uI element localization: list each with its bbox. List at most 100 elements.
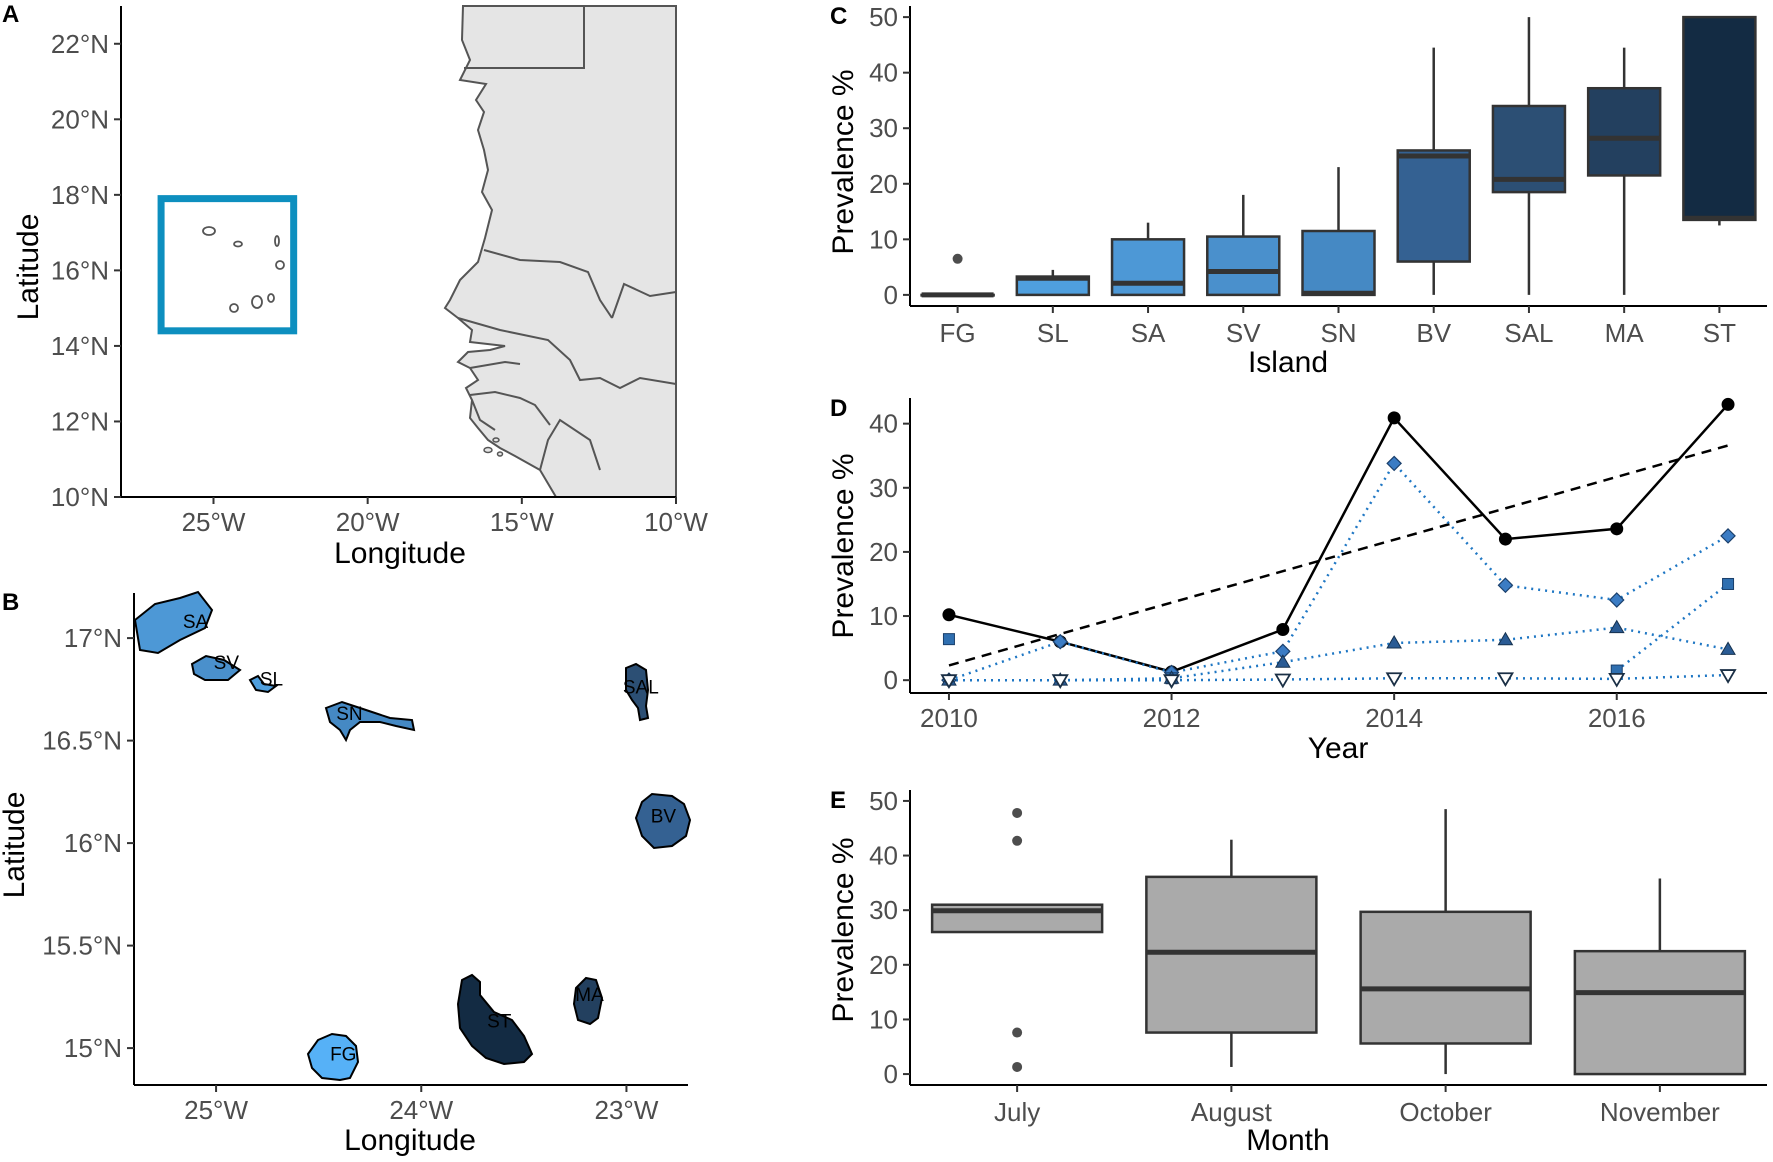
panel-c-x-tick-label: FG: [940, 318, 976, 348]
island-label-ma: MA: [575, 985, 604, 1006]
panel-c-box: [1206, 235, 1281, 297]
panel-a-map: A 10°N 12°N 14°N 16°N 18°N 20°N: [2, 1, 708, 570]
panel-d-overall-point: [1387, 411, 1401, 425]
panel-d-overall-point: [1276, 623, 1290, 637]
island-label-fg: FG: [330, 1044, 356, 1065]
panel-c-y-title: Prevalence %: [827, 69, 860, 254]
panel-d-y-tick-label: 30: [869, 473, 898, 503]
panel-c-y-tick-label: 50: [869, 2, 898, 32]
panel-d-x-tick-label: 2016: [1588, 703, 1646, 733]
panel-d-triangle-down-point: [1051, 674, 1069, 689]
panel-c-box: [1396, 149, 1471, 263]
island-label-bv: BV: [651, 807, 677, 828]
panel-a-x-tick-label: 10°W: [644, 507, 708, 537]
island-sa: [133, 590, 214, 655]
panel-c-y-tick-label: 40: [869, 58, 898, 88]
panel-c-y-tick-label: 10: [869, 224, 898, 254]
panel-c-x-tick-label: SAL: [1504, 318, 1553, 348]
panel-a-axes: 10°N 12°N 14°N 16°N 18°N 20°N 22°N 25°W 20°W 15°W…: [51, 6, 708, 537]
panel-e-y-tick-label: 0: [884, 1059, 898, 1089]
panel-d-triangle-down-point: [1162, 674, 1181, 689]
island-bv: [634, 792, 692, 850]
panel-label-e: E: [830, 787, 846, 814]
panel-b-axes: 15°N 15.5°N 16°N 16.5°N 17°N 25°W 24°W 23°W: [42, 593, 688, 1125]
panel-d-x-title: Year: [1308, 732, 1369, 765]
panel-c-x-tick-label: ST: [1703, 318, 1736, 348]
panel-b-x-tick-label: 23°W: [595, 1095, 659, 1125]
panel-c-x-tick-label: SN: [1320, 318, 1356, 348]
cape-verde-highlight-box: [157, 195, 298, 335]
panel-d-diamond-point: [1386, 455, 1402, 472]
panel-label-a: A: [2, 1, 19, 28]
panel-e-x-tick-label: October: [1399, 1097, 1492, 1127]
island-label-sl: SL: [260, 669, 283, 690]
panel-label-c: C: [830, 3, 847, 30]
panel-e-y-tick-label: 30: [869, 895, 898, 925]
panel-e-y-tick-label: 40: [869, 841, 898, 871]
panel-d-diamond-point: [1497, 577, 1514, 594]
panel-d-triangle-down-point: [1274, 673, 1292, 689]
panel-e-month-boxplot: E 0 10 20 30 40 50 July August October November M…: [827, 786, 1767, 1157]
panel-d-diamond-point: [1608, 592, 1625, 608]
panel-e-x-tick-label: July: [994, 1097, 1040, 1127]
panel-c-box: [1110, 238, 1186, 297]
panel-b-y-tick-label: 15°N: [64, 1033, 122, 1063]
panel-e-y-tick-label: 20: [869, 950, 898, 980]
panel-c-x-tick-label: SV: [1226, 318, 1261, 348]
panel-d-series-triangle-line: [949, 626, 1729, 682]
panel-b-y-title: Latitude: [0, 792, 31, 899]
panel-c-box: [1301, 229, 1376, 297]
panel-c-x-tick-label: SL: [1037, 318, 1069, 348]
island-sl: [248, 674, 279, 694]
panel-e-outlier: [1012, 1061, 1023, 1072]
islands: [133, 590, 692, 1082]
panel-a-y-title: Latitude: [12, 214, 45, 321]
island-label-st: ST: [487, 1012, 512, 1033]
island-sv: [190, 654, 242, 681]
panel-c-x-tick-label: BV: [1416, 318, 1451, 348]
panel-d-overall-point: [942, 608, 956, 622]
panel-c-y-tick-label: 30: [869, 113, 898, 143]
bijagos-island: [496, 451, 504, 457]
panel-d-triangle-point: [1386, 634, 1403, 649]
panel-a-y-tick-label: 18°N: [51, 180, 109, 210]
panel-c-outlier: [952, 253, 963, 264]
panel-d-triangle-down-point: [1608, 672, 1626, 688]
island-label-sa: SA: [183, 612, 209, 633]
panel-d-y-tick-label: 0: [884, 665, 898, 695]
panel-d-plot: 0 10 20 30 40 2010 2012 2014 2016: [869, 397, 1767, 733]
panel-d-x-tick-label: 2010: [920, 703, 978, 733]
panel-e-outlier: [1012, 807, 1023, 818]
cape-verde-islands-small: [202, 226, 285, 313]
panel-d-y-tick-label: 10: [869, 601, 898, 631]
panel-e-outlier: [1012, 1027, 1023, 1038]
panel-c-box: [1586, 86, 1662, 177]
panel-e-x-title: Month: [1246, 1124, 1329, 1157]
panel-b-x-title: Longitude: [344, 1124, 476, 1157]
panel-e-plot: 0 10 20 30 40 50 July August October November: [869, 786, 1767, 1127]
panel-a-y-tick-label: 22°N: [51, 29, 109, 59]
panel-a-y-tick-label: 16°N: [51, 255, 109, 285]
panel-a-y-tick-label: 12°N: [51, 406, 109, 436]
panel-e-y-tick-label: 10: [869, 1004, 898, 1034]
island-sal: [625, 662, 650, 722]
bijagos-island: [483, 446, 493, 454]
panel-a-y-tick-label: 20°N: [51, 104, 109, 134]
panel-label-b: B: [2, 589, 19, 616]
panel-d-triangle-point: [1274, 654, 1291, 668]
panel-a-x-tick-label: 20°W: [336, 507, 400, 537]
island-st: [456, 973, 534, 1066]
panel-e-box: [1359, 910, 1532, 1045]
panel-d-square-point: [942, 633, 955, 646]
panel-d-series-diamond-line: [948, 461, 1729, 682]
panel-d-x-tick-label: 2012: [1143, 703, 1201, 733]
panel-a-y-tick-label: 14°N: [51, 331, 109, 361]
island-label-sn: SN: [336, 704, 362, 725]
panel-c-plot: 0 10 20 30 40 50 FG SL SA SV SN BV SAL MA ST: [869, 2, 1767, 348]
panel-c-x-title: Island: [1248, 346, 1328, 379]
panel-e-x-tick-label: August: [1191, 1097, 1273, 1127]
